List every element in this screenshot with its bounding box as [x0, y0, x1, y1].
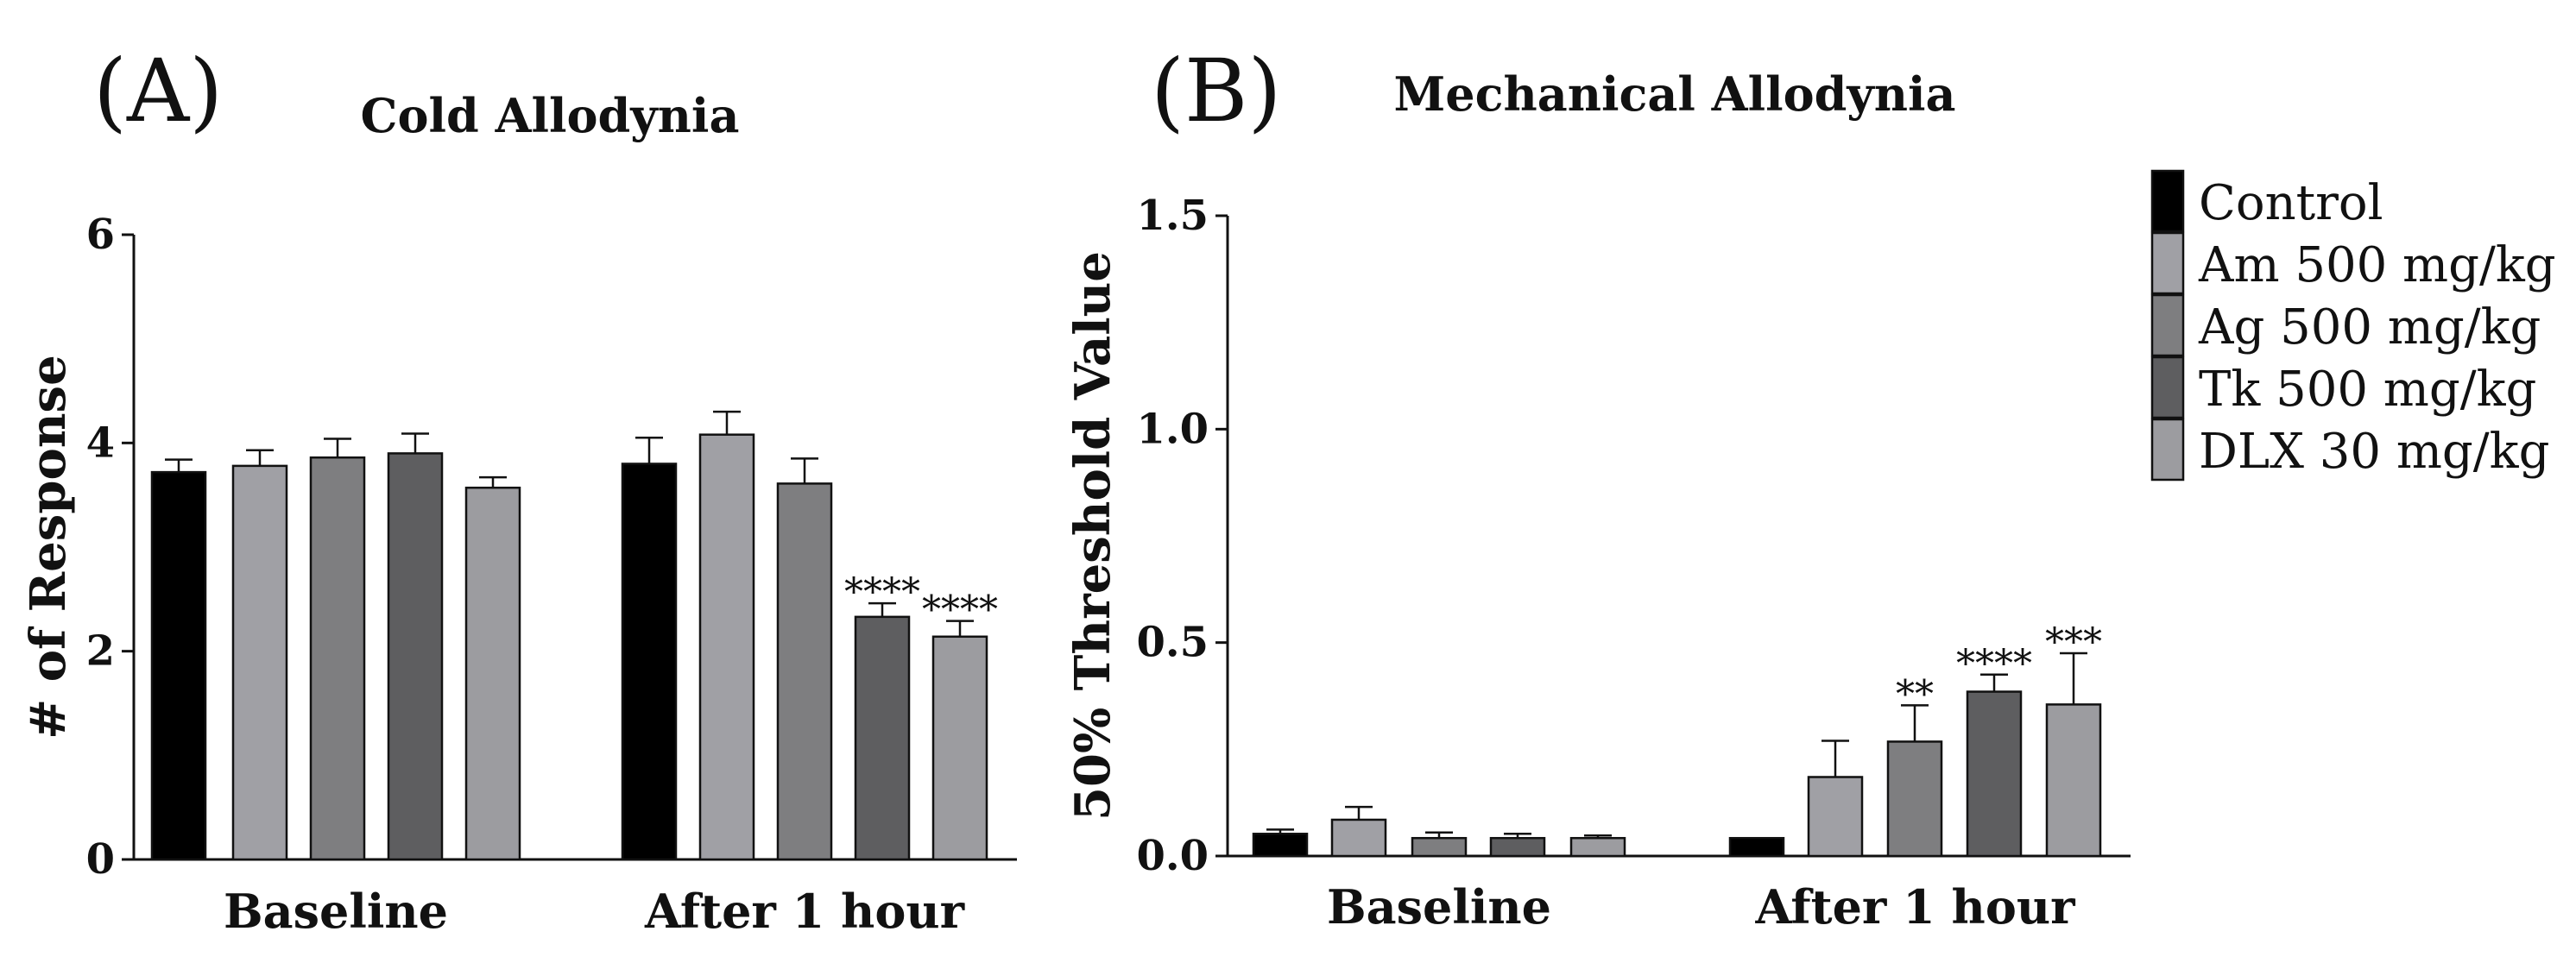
legend-label: Am 500 mg/kg — [2198, 237, 2556, 293]
y-tick-label: 2 — [86, 627, 115, 676]
legend-label: Control — [2199, 175, 2383, 231]
y-tick-label: 4 — [86, 419, 115, 467]
chart-title: Cold Allodynia — [361, 88, 740, 143]
legend-swatch — [2150, 169, 2185, 233]
y-tick-label: 0 — [86, 835, 115, 884]
legend-label: DLX 30 mg/kg — [2199, 424, 2549, 480]
bar-baseline-3 — [387, 452, 444, 861]
bar-baseline-4 — [1569, 836, 1626, 858]
significance-label: **** — [1956, 642, 2032, 686]
y-tick-label: 0.5 — [1136, 619, 1209, 667]
legend-swatch — [2150, 418, 2185, 482]
significance-label: ** — [1896, 672, 1934, 716]
significance-label: **** — [844, 570, 920, 614]
legend: Control Am 500 mg/kg Ag 500 mg/kg Tk 500 mg… — [2150, 169, 2556, 482]
legend-swatch — [2150, 293, 2185, 357]
chart-title: Mechanical Allodynia — [1393, 66, 1955, 122]
panel-b-mechanical-allodynia: (B) Mechanical Allodynia 50% Threshold Val… — [1064, 41, 2131, 935]
panel-letter: (B) — [1151, 41, 1282, 142]
panel-a-cold-allodynia: (A) Cold Allodynia # of Response 0 2 4 6 **** **… — [20, 41, 1017, 939]
bar-after-1-hour-0 — [621, 463, 678, 861]
panel-letter: (A) — [93, 41, 223, 142]
y-tick-label: 1.5 — [1136, 192, 1209, 240]
bar-baseline-4 — [464, 486, 521, 861]
legend-swatch — [2150, 356, 2185, 419]
legend-swatch — [2150, 231, 2185, 295]
bar-baseline-3 — [1489, 836, 1546, 858]
x-category-label: After 1 hour — [1754, 879, 2075, 935]
bar-after-1-hour-4 — [931, 635, 988, 861]
y-axis-title: 50% Threshold Value — [1064, 251, 1121, 821]
bar-baseline-2 — [309, 456, 366, 861]
bar-after-1-hour-4 — [2045, 703, 2102, 858]
bar-baseline-0 — [150, 470, 207, 861]
bar-baseline-2 — [1411, 836, 1468, 858]
y-tick-label: 6 — [86, 211, 115, 259]
bar-after-1-hour-3 — [854, 615, 911, 861]
y-tick-label: 0.0 — [1136, 832, 1209, 880]
bar-baseline-1 — [1330, 818, 1387, 858]
bar-after-1-hour-2 — [776, 482, 833, 861]
x-category-label: Baseline — [1327, 879, 1551, 935]
y-tick-label: 1.0 — [1136, 405, 1209, 453]
bar-after-1-hour-1 — [698, 433, 755, 861]
x-category-label: Baseline — [224, 884, 448, 939]
bar-baseline-1 — [231, 464, 288, 861]
bar-after-1-hour-1 — [1807, 776, 1864, 858]
legend-label: Ag 500 mg/kg — [2198, 299, 2541, 356]
significance-label: *** — [2045, 620, 2102, 664]
x-category-label: After 1 hour — [644, 884, 965, 939]
legend-label: Tk 500 mg/kg — [2199, 362, 2536, 418]
bar-baseline-0 — [1252, 833, 1309, 858]
bar-after-1-hour-3 — [1966, 690, 2023, 858]
bar-after-1-hour-2 — [1886, 740, 1943, 858]
y-axis-title: # of Response — [20, 355, 77, 739]
bar-after-1-hour-0 — [1728, 836, 1785, 858]
significance-label: **** — [922, 588, 998, 633]
